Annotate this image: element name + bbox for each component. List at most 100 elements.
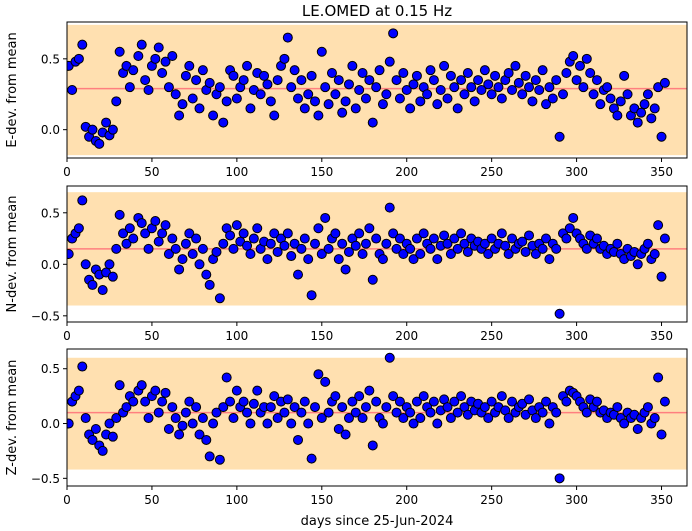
data-point <box>615 96 626 107</box>
data-point <box>551 407 562 418</box>
data-point <box>296 407 307 418</box>
data-point <box>167 402 178 413</box>
data-point <box>282 32 293 43</box>
data-point <box>544 254 555 265</box>
data-point <box>459 238 470 249</box>
data-point <box>231 93 242 104</box>
y-tick-label: 0.5 <box>41 52 60 66</box>
data-point <box>303 254 314 265</box>
data-point <box>442 93 453 104</box>
data-point <box>221 372 232 383</box>
data-point <box>534 85 545 95</box>
data-point <box>340 96 351 107</box>
data-point <box>67 249 74 259</box>
data-point <box>473 75 484 86</box>
data-point <box>649 249 660 259</box>
data-point <box>642 89 653 100</box>
data-point <box>364 385 375 396</box>
data-point <box>544 82 555 93</box>
data-point <box>180 70 191 81</box>
data-point <box>377 99 388 110</box>
data-point <box>357 249 368 259</box>
data-point <box>547 93 558 104</box>
x-tick-label: 200 <box>395 493 418 507</box>
data-point <box>128 65 139 76</box>
data-point <box>293 434 304 445</box>
subplot-3: 0 50 100 150 200 250 300 350 −0.5 0.0 0.5 Z-dev. fr… <box>5 348 688 507</box>
data-point <box>157 228 168 239</box>
data-point <box>262 79 273 90</box>
data-point <box>211 246 222 257</box>
data-point <box>371 82 382 93</box>
data-point <box>456 391 467 402</box>
data-point <box>114 380 125 391</box>
x-tick-label: 100 <box>225 165 248 179</box>
x-tick-label: 250 <box>480 493 503 507</box>
y-axis-label: N-dev. from mean <box>5 196 20 313</box>
data-point <box>408 79 419 90</box>
y-axis-label: Z-dev. from mean <box>5 360 20 476</box>
data-point <box>111 413 122 424</box>
y-tick-label: 0.5 <box>41 362 60 376</box>
data-point <box>197 243 208 254</box>
data-point <box>384 352 395 363</box>
data-point <box>242 407 253 418</box>
data-point <box>214 454 225 465</box>
data-point <box>323 243 334 254</box>
data-point <box>642 402 653 413</box>
data-point <box>174 429 185 440</box>
data-point <box>157 396 168 407</box>
data-point <box>445 413 456 424</box>
data-point <box>656 131 667 142</box>
data-point <box>259 70 270 81</box>
data-point <box>585 68 596 78</box>
data-point <box>428 233 439 244</box>
data-point <box>554 308 565 319</box>
data-point <box>191 402 202 413</box>
data-point <box>653 372 664 383</box>
data-point <box>581 243 592 254</box>
data-point <box>316 249 327 259</box>
data-point <box>483 79 494 90</box>
data-point <box>242 240 253 251</box>
chart-title: LE.OMED at 0.15 Hz <box>302 2 452 20</box>
data-point <box>568 51 579 61</box>
data-point <box>320 212 331 223</box>
data-point <box>97 285 108 296</box>
subplot-2: 0 50 100 150 200 250 300 350 −0.5 0.0 0.5 N-dev. fr… <box>5 185 688 343</box>
axes-frame <box>66 21 688 159</box>
data-point <box>425 243 436 254</box>
data-point <box>174 264 185 275</box>
data-point <box>388 228 399 239</box>
data-point <box>462 246 473 257</box>
data-point <box>150 385 161 396</box>
data-point <box>486 396 497 407</box>
data-point <box>659 77 670 88</box>
data-point <box>167 51 178 61</box>
data-point <box>187 418 198 429</box>
data-point <box>449 396 460 407</box>
data-point <box>343 246 354 257</box>
data-point <box>541 233 552 244</box>
x-tick-label: 150 <box>310 493 333 507</box>
data-point <box>476 85 487 95</box>
data-point <box>537 243 548 254</box>
data-point <box>201 269 212 280</box>
x-tick-label: 100 <box>225 493 248 507</box>
x-tick-label: 200 <box>395 165 418 179</box>
data-point <box>442 238 453 249</box>
data-point <box>194 429 205 440</box>
data-point <box>296 243 307 254</box>
data-point <box>483 413 494 424</box>
data-point <box>333 424 344 435</box>
data-point <box>286 82 297 93</box>
data-point <box>578 82 589 93</box>
data-point <box>118 228 129 239</box>
data-point <box>316 46 327 57</box>
data-point <box>272 246 283 257</box>
data-point <box>507 233 518 244</box>
data-point <box>656 271 667 282</box>
data-point <box>184 396 195 407</box>
data-point <box>632 259 643 270</box>
data-point <box>398 68 409 78</box>
